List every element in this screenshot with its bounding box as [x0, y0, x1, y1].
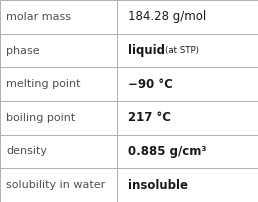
Text: solubility in water: solubility in water: [6, 180, 106, 190]
Text: boiling point: boiling point: [6, 113, 76, 123]
Text: liquid: liquid: [128, 44, 173, 57]
Text: insoluble: insoluble: [128, 179, 188, 192]
Text: (at STP): (at STP): [165, 46, 199, 55]
Text: molar mass: molar mass: [6, 12, 71, 22]
Text: 217 °C: 217 °C: [128, 111, 171, 124]
Text: melting point: melting point: [6, 79, 81, 89]
Text: −90 °C: −90 °C: [128, 78, 173, 91]
Text: 0.885 g/cm³: 0.885 g/cm³: [128, 145, 206, 158]
Text: phase: phase: [6, 45, 40, 56]
Text: density: density: [6, 146, 47, 157]
Text: 184.28 g/mol: 184.28 g/mol: [128, 10, 206, 23]
